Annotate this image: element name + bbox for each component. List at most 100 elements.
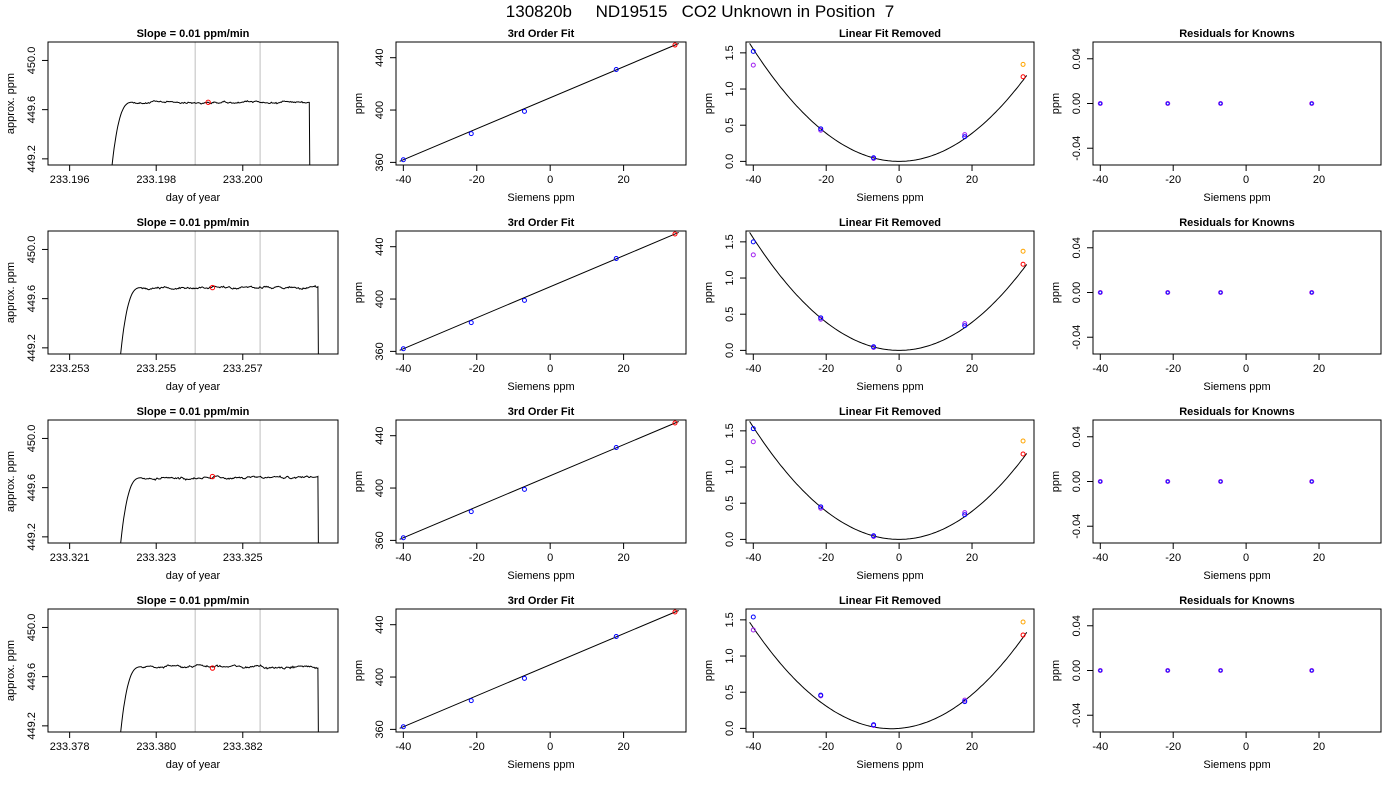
- row2-fit-unknown-point: [672, 231, 678, 237]
- row1-linfit-xlabel: Siemens ppm: [856, 192, 923, 204]
- row4-timeseries-ytick-label: 449.2: [26, 712, 38, 740]
- row3-fit-known-point: [613, 444, 619, 450]
- row2-timeseries-frame: [47, 230, 339, 355]
- row3-linfit-xlabel: Siemens ppm: [856, 570, 923, 582]
- row1-fit-unknown-point: [672, 42, 678, 48]
- row4-timeseries-xtick-label: 233.380: [136, 741, 176, 753]
- row1-timeseries-ytick-label: 449.6: [26, 96, 38, 124]
- row3-timeseries-xtick-label: 233.325: [223, 552, 263, 564]
- row1-fit-ylabel: ppm: [353, 93, 365, 114]
- row3-timeseries-frame: [47, 419, 339, 544]
- row1-resid-ytick-label: -0.04: [1071, 136, 1083, 161]
- row3-linfit-title: Linear Fit Removed: [839, 406, 941, 418]
- row3-linfit-frame: [745, 419, 1035, 544]
- row2-fit-known-point: [400, 346, 406, 352]
- row1-linfit-xtick-label: -40: [745, 174, 761, 186]
- row2-resid-ylabel: ppm: [1050, 282, 1062, 303]
- row1-fit-frame: [395, 41, 687, 166]
- row4-fit-xtick-label: -20: [469, 741, 485, 753]
- row2-resid-plot-area: [1097, 290, 1315, 295]
- row4-linfit-xtick-label: -40: [745, 741, 761, 753]
- row4-fit-frame: [395, 608, 687, 733]
- row3-fit-xtick-label: -20: [469, 552, 485, 564]
- row1-linfit-ytick-label: 1.0: [724, 81, 736, 96]
- row3-linfit-xtick-label: -20: [818, 552, 834, 564]
- row1-linfit-title: Linear Fit Removed: [839, 28, 941, 40]
- row1-timeseries-title: Slope = 0.01 ppm/min: [137, 28, 250, 40]
- row3-fit-xtick-label: -40: [395, 552, 411, 564]
- row4-fit-xtick-label: 20: [617, 741, 629, 753]
- row2-linfit-xtick-label: 0: [896, 363, 902, 375]
- row2-fit-xlabel: Siemens ppm: [507, 381, 574, 393]
- row1-resid-resid-point-purple: [1218, 101, 1224, 106]
- row4-timeseries-frame: [47, 608, 339, 733]
- row1-timeseries-frame: [47, 41, 339, 166]
- row3-linfit-ylabel: ppm: [703, 471, 715, 492]
- row4-linfit-unknown-point-orange: [1020, 619, 1026, 625]
- row3-linfit-known-point-blue: [871, 533, 877, 539]
- row4-fit-ylabel: ppm: [353, 660, 365, 681]
- row4-linfit-unknown-point-red: [1020, 632, 1026, 638]
- row4-resid-resid-point-purple: [1309, 668, 1315, 673]
- row1-linfit-xtick-label: 0: [896, 174, 902, 186]
- row1-linfit-known-point-blue: [750, 48, 756, 54]
- row3-timeseries-ylabel: approx. ppm: [5, 451, 17, 512]
- row1-fit-ytick-label: 440: [374, 49, 386, 67]
- row3-linfit-ytick-label: 1.0: [724, 459, 736, 474]
- row2-timeseries-title: Slope = 0.01 ppm/min: [137, 217, 250, 229]
- row1-linfit-known-point-blue: [871, 155, 877, 161]
- row4-linfit-known-point-blue: [818, 692, 824, 698]
- row1-linfit-ylabel: ppm: [703, 93, 715, 114]
- row1-linfit-known-point-blue: [818, 126, 824, 132]
- row2-fit-xtick-label: -40: [395, 363, 411, 375]
- row2-resid-resid-point-purple: [1309, 290, 1315, 295]
- row3-resid-resid-point-purple: [1309, 479, 1315, 484]
- row4-resid-resid-point-blue: [1098, 668, 1103, 673]
- row2-resid-resid-point-purple: [1165, 290, 1171, 295]
- row1-linfit-unknown-point-orange: [1020, 61, 1026, 67]
- row3-resid-xlabel: Siemens ppm: [1203, 570, 1270, 582]
- row1-timeseries-ylabel: approx. ppm: [5, 73, 17, 134]
- row4-fit-known-point: [400, 724, 406, 730]
- row2-linfit-xtick-label: 20: [966, 363, 978, 375]
- row1-linfit-known-point-blue: [962, 134, 968, 140]
- row2-linfit-plot-area: [749, 232, 1028, 351]
- row4-resid-xtick-label: 0: [1243, 741, 1249, 753]
- row1-timeseries-xtick-label: 233.198: [136, 174, 176, 186]
- row2-resid-resid-point-purple: [1097, 290, 1103, 295]
- row2-fit-ylabel: ppm: [353, 282, 365, 303]
- row4-linfit-known-point-blue: [750, 614, 756, 620]
- row1-fit-xtick-label: -40: [395, 174, 411, 186]
- row1-timeseries-unknown-marker: [205, 99, 211, 105]
- row2-resid-resid-point-purple: [1218, 290, 1224, 295]
- row2-linfit-known-point-purple: [750, 252, 756, 258]
- row4-timeseries-unknown-marker: [209, 665, 216, 671]
- row4-linfit-curve: [749, 622, 1028, 730]
- row4-resid-ytick-label: -0.04: [1071, 703, 1083, 728]
- row3-fit-xtick-label: 20: [617, 552, 629, 564]
- row1-linfit-xtick-label: -20: [818, 174, 834, 186]
- row1-timeseries-plot-area: [111, 42, 311, 165]
- row2-timeseries-ytick-label: 449.6: [26, 285, 38, 313]
- row3-linfit-known-point-purple: [962, 510, 968, 516]
- row3-linfit-known-point-purple: [750, 439, 756, 445]
- row4-fit-fit-line: [399, 610, 679, 729]
- row1-resid-xtick-label: 20: [1313, 174, 1325, 186]
- row1-fit-plot-area: [399, 42, 679, 163]
- row2-linfit-known-point-blue: [750, 239, 756, 245]
- row4-linfit-frame: [745, 608, 1035, 733]
- row2-resid-resid-point-blue: [1165, 290, 1170, 295]
- row1-linfit-xtick-label: 20: [966, 174, 978, 186]
- row3-linfit-known-point-blue: [750, 426, 756, 432]
- row4-timeseries-xtick-label: 233.378: [50, 741, 90, 753]
- row4-fit-plot-area: [399, 609, 679, 730]
- row4-resid-xlabel: Siemens ppm: [1203, 759, 1270, 771]
- row1-fit-known-point: [468, 131, 474, 137]
- row1-linfit-unknown-point-red: [1020, 74, 1026, 80]
- row3-fit-ytick-label: 400: [374, 479, 386, 497]
- row2-linfit-frame: [745, 230, 1035, 355]
- row1-resid-resid-point-purple: [1165, 101, 1171, 106]
- row4-linfit-known-point-purple: [750, 627, 756, 633]
- row3-linfit-known-point-blue: [818, 504, 824, 510]
